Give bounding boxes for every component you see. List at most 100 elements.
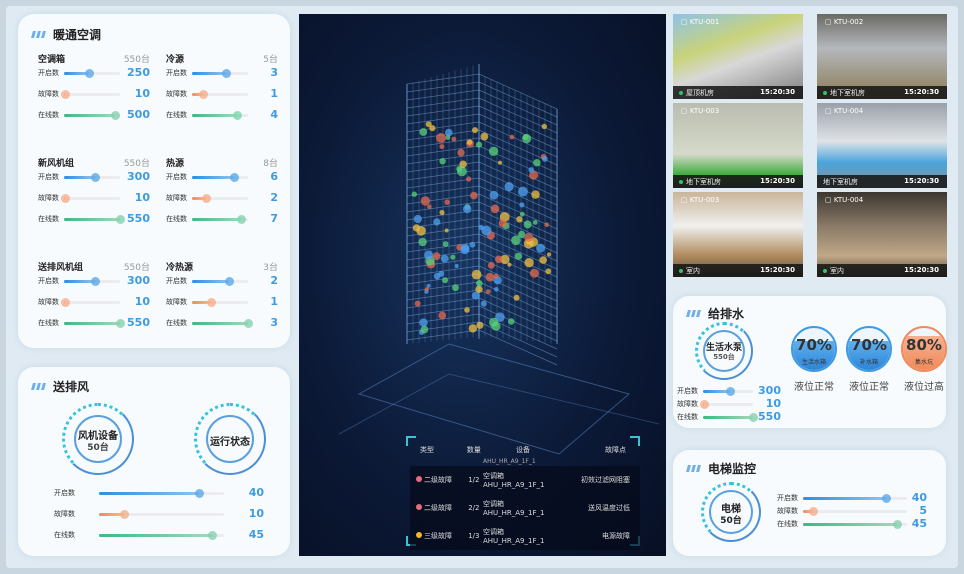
hvac-group: 新风机组 550台 开启数 300 故障数 10 在线数 550 <box>38 156 150 236</box>
stat-value: 45 <box>249 528 264 541</box>
stat-row: 故障数 1 <box>166 88 278 100</box>
sensor-point <box>505 182 514 191</box>
sensor-point <box>459 161 466 168</box>
partial-device-code: AHU_HR_A9_1F_1 <box>483 458 563 466</box>
hvac-title: 暖通空调 <box>53 26 101 43</box>
stat-label: 在线数 <box>677 412 698 422</box>
sensor-point <box>518 187 528 197</box>
camera-feed[interactable]: ▢ KTU-001 屋顶机房 15:20:30 <box>673 14 803 99</box>
sensor-point <box>470 192 478 200</box>
sensor-point <box>446 135 451 140</box>
inner-ring: 生活水泵 550台 <box>703 330 745 372</box>
stat-label: 在线数 <box>166 318 187 328</box>
stat-bar <box>64 72 120 75</box>
sensor-point <box>524 233 533 242</box>
fault-point: 电源故障 <box>563 522 640 550</box>
elevator-title: 电梯监控 <box>708 460 756 477</box>
fault-level: 三级故障 <box>424 532 452 540</box>
sensor-point <box>445 129 453 137</box>
sensor-point <box>418 238 426 246</box>
stat-row: 在线数 550 <box>38 317 150 329</box>
sensor-point <box>433 218 440 225</box>
tank-name: 生活水箱 <box>793 357 835 366</box>
sensor-point <box>433 252 441 260</box>
col-count: 数量 <box>465 442 483 458</box>
stat-bar-knob <box>61 90 70 99</box>
stat-bar <box>703 416 753 419</box>
sensor-point <box>429 125 435 131</box>
group-name: 新风机组 <box>38 156 74 169</box>
camera-feed[interactable]: ▢ KTU-004 地下室机房 15:20:30 <box>817 103 947 188</box>
inner-ring: 运行状态 <box>206 415 254 463</box>
stat-label: 在线数 <box>166 214 187 224</box>
fault-device-code: AHU_HR_A9_1F_1 <box>483 509 563 517</box>
stat-value: 1 <box>270 295 278 308</box>
camera-time: 15:20:30 <box>904 177 939 185</box>
sensor-point <box>523 134 529 140</box>
fault-device: 空调箱 <box>483 527 563 537</box>
sensor-point <box>547 252 551 256</box>
sensor-point <box>457 149 464 156</box>
stat-value: 2 <box>270 191 278 204</box>
stat-bar-knob <box>225 277 234 286</box>
stat-bar-knob <box>61 298 70 307</box>
fault-level-dot-icon <box>416 532 422 538</box>
fault-row[interactable]: 二级故障 2/2 空调箱 AHU_HR_A9_1F_1 送风温度过低 <box>410 494 640 522</box>
fault-device-code: AHU_HR_A9_1F_1 <box>483 537 563 545</box>
sensor-point <box>415 301 421 307</box>
sensor-point <box>519 202 524 207</box>
sensor-point <box>533 220 538 225</box>
camera-id-text: KTU-003 <box>690 107 719 115</box>
fault-row[interactable]: 三级故障 1/3 空调箱 AHU_HR_A9_1F_1 电源故障 <box>410 522 640 550</box>
sensor-point <box>528 167 534 173</box>
stat-bar-knob <box>222 69 231 78</box>
fault-row[interactable]: 二级故障 1/2 空调箱 AHU_HR_A9_1F_1 初效过滤网阻塞 <box>410 466 640 494</box>
stat-row: 故障数 1 <box>166 296 278 308</box>
stat-bar-knob <box>116 215 125 224</box>
stat-label: 故障数 <box>166 297 187 307</box>
hvac-group: 空调箱 550台 开启数 250 故障数 10 在线数 500 <box>38 52 150 132</box>
group-name: 空调箱 <box>38 52 65 65</box>
stat-bar-knob <box>202 194 211 203</box>
stat-value: 500 <box>127 108 150 121</box>
sensor-point <box>467 139 473 145</box>
tank-percent: 80% <box>903 336 945 354</box>
stat-bar-fill <box>99 534 212 537</box>
stat-bar <box>64 176 120 179</box>
stat-label: 开启数 <box>677 386 698 396</box>
camera-id: ▢ KTU-002 <box>825 18 863 26</box>
sensor-point <box>495 256 503 264</box>
camera-feed[interactable]: ▢ KTU-003 室内 15:20:30 <box>673 192 803 277</box>
ventilation-title: 送排风 <box>53 378 89 395</box>
stat-row: 故障数 10 <box>54 508 264 520</box>
tank-level-gauge: 70% 生活水箱 <box>791 326 837 372</box>
stat-bar-knob <box>208 531 217 540</box>
sensor-point <box>450 255 455 260</box>
stat-bar-knob <box>91 173 100 182</box>
tank-status: 液位过高 <box>894 378 954 393</box>
camera-feed[interactable]: ▢ KTU-003 地下室机房 15:20:30 <box>673 103 803 188</box>
fault-level: 二级故障 <box>424 504 452 512</box>
sensor-point <box>524 220 532 228</box>
stat-value: 3 <box>270 316 278 329</box>
run-status-label[interactable]: 运行状态 <box>208 433 252 448</box>
camera-icon: ▢ <box>681 196 690 204</box>
sensor-point <box>481 133 489 141</box>
sensor-point <box>476 142 482 148</box>
camera-id-text: KTU-004 <box>834 107 863 115</box>
stat-bar-knob <box>726 387 735 396</box>
tank-percent: 70% <box>848 336 890 354</box>
panel-title: 暖通空调 <box>32 26 101 43</box>
camera-feed[interactable]: ▢ KTU-004 室内 15:20:30 <box>817 192 947 277</box>
stat-value: 250 <box>127 66 150 79</box>
stat-row: 故障数 10 <box>38 296 150 308</box>
stat-bar <box>192 93 248 96</box>
pump-count: 550台 <box>705 352 743 362</box>
stat-bar-knob <box>120 510 129 519</box>
stat-row: 故障数 10 <box>677 398 781 410</box>
camera-feed[interactable]: ▢ KTU-002 地下室机房 15:20:30 <box>817 14 947 99</box>
stat-bar-knob <box>882 494 891 503</box>
camera-location: 室内 <box>686 266 700 276</box>
sensor-point <box>461 244 469 252</box>
stat-label: 开启数 <box>38 276 59 286</box>
